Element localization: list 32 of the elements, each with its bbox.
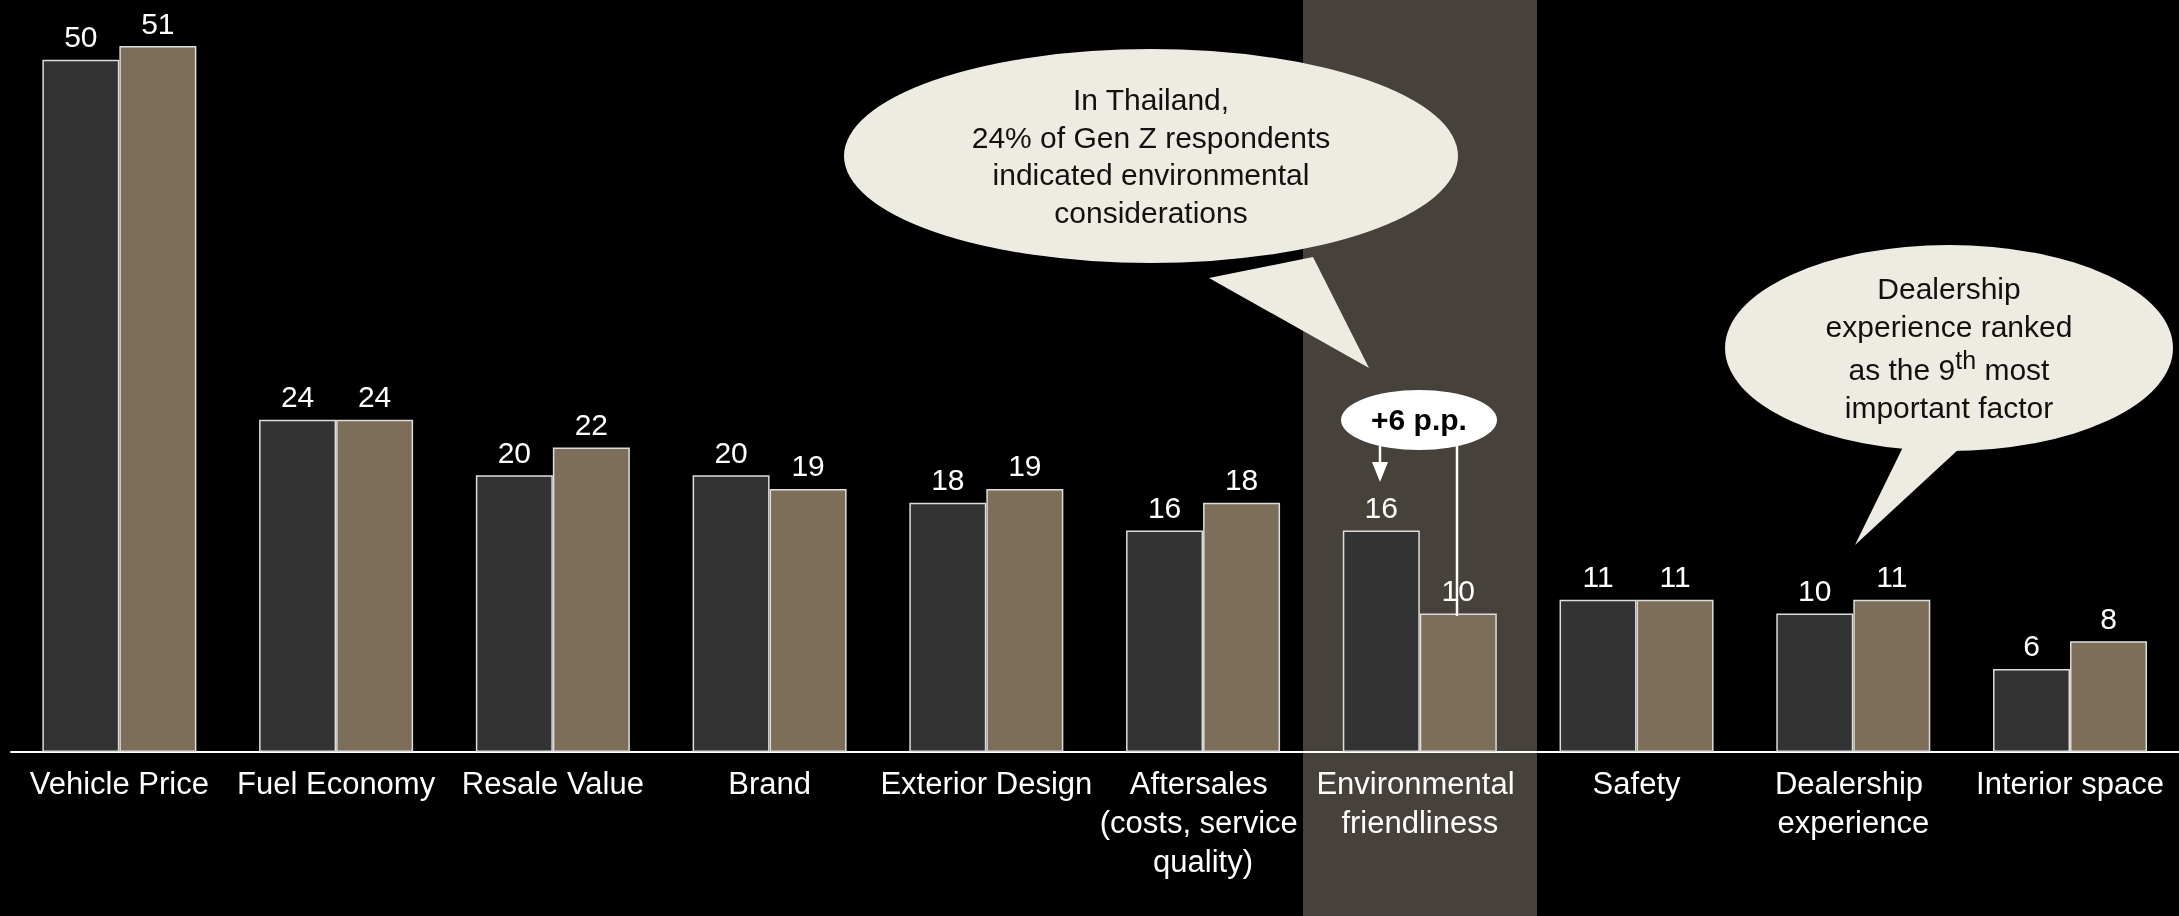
x-tick-label: Dealership experience	[1774, 766, 1932, 840]
x-tick-label: Aftersales (costs, service quality)	[1099, 766, 1307, 879]
data-label: 11	[1876, 560, 1908, 594]
data-label: 22	[574, 407, 609, 441]
data-label: 24	[357, 380, 392, 414]
x-tick-label: Fuel Economy	[237, 766, 436, 801]
data-label: 19	[1008, 449, 1042, 483]
data-label: 16	[1364, 491, 1398, 525]
data-label: 24	[280, 380, 315, 414]
data-label: 20	[497, 435, 532, 469]
data-label: 6	[2023, 629, 2040, 663]
data-label: 16	[1147, 491, 1182, 525]
data-label: 18	[1224, 463, 1259, 497]
x-tick-label: Vehicle Price	[29, 766, 209, 801]
data-label: 8	[2100, 601, 2117, 635]
data-label: 11	[1659, 560, 1691, 594]
x-tick-label: Exterior Design	[880, 766, 1093, 801]
x-tick-label: Interior space	[1976, 766, 2164, 801]
annotation: Dealership experience ranked as the 9$^{th}$ most important factor	[1825, 271, 2073, 426]
data-label: 50	[64, 20, 98, 54]
data-label: 11	[1582, 560, 1614, 594]
x-tick-label: Environmental friendliness	[1316, 766, 1524, 840]
annotation: +6 p.p.	[1371, 403, 1467, 437]
data-label: 51	[141, 6, 175, 40]
x-tick-label: Safety	[1592, 766, 1681, 801]
data-label: 10	[1798, 574, 1832, 608]
data-label: 19	[791, 449, 825, 483]
data-label: 18	[931, 463, 965, 497]
x-tick-label: Brand	[728, 766, 811, 801]
annotation: In Thailand, 24% of Gen Z respondents indicated environmental considerations	[971, 82, 1331, 231]
data-label: 20	[714, 435, 748, 469]
x-tick-label: Resale Value	[461, 766, 644, 801]
